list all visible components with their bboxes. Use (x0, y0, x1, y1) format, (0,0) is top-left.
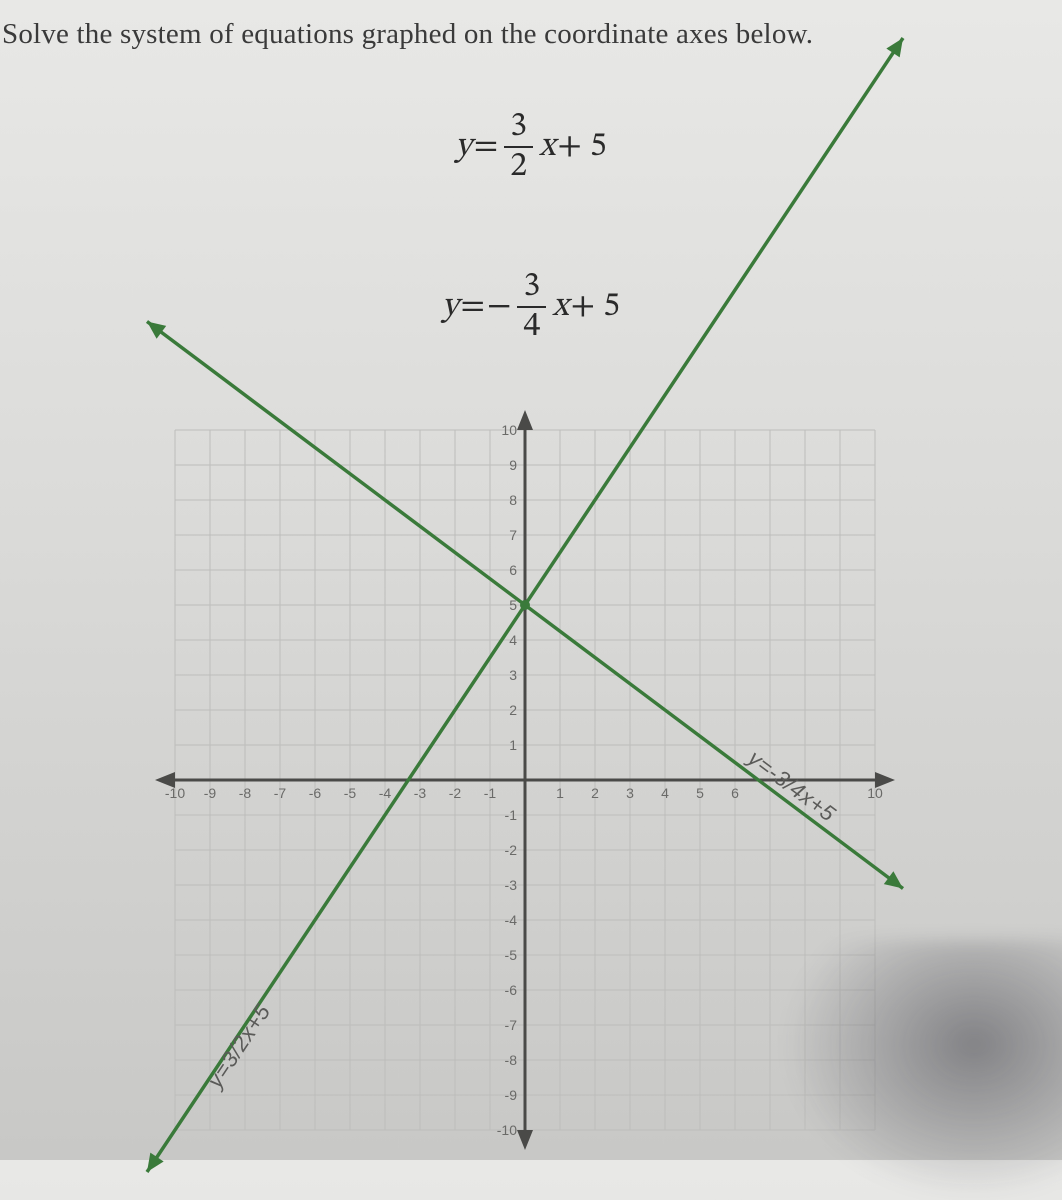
svg-text:7: 7 (509, 527, 517, 543)
svg-text:-4: -4 (379, 785, 392, 801)
svg-text:4: 4 (509, 632, 517, 648)
svg-text:y=-3/4x+5: y=-3/4x+5 (742, 744, 841, 827)
svg-text:10: 10 (501, 422, 517, 438)
svg-text:3: 3 (509, 667, 517, 683)
svg-text:-10: -10 (497, 1122, 517, 1138)
svg-text:1: 1 (556, 785, 564, 801)
svg-text:6: 6 (509, 562, 517, 578)
svg-text:-5: -5 (505, 947, 518, 963)
svg-text:-6: -6 (309, 785, 322, 801)
svg-text:8: 8 (509, 492, 517, 508)
svg-text:-8: -8 (505, 1052, 518, 1068)
svg-text:-7: -7 (505, 1017, 518, 1033)
svg-text:-3: -3 (414, 785, 427, 801)
svg-text:-7: -7 (274, 785, 287, 801)
svg-text:5: 5 (696, 785, 704, 801)
svg-text:3: 3 (626, 785, 634, 801)
svg-text:-9: -9 (204, 785, 217, 801)
svg-text:2: 2 (591, 785, 599, 801)
svg-text:-10: -10 (165, 785, 185, 801)
svg-text:-8: -8 (239, 785, 252, 801)
svg-text:y=3/2x+5: y=3/2x+5 (201, 999, 275, 1093)
equation-1: y = 3 2 x + 5 (0, 110, 1062, 184)
svg-text:-3: -3 (505, 877, 518, 893)
line-labels: y=3/2x+5 y=-3/4x+5 (201, 744, 841, 1094)
svg-text:-2: -2 (449, 785, 462, 801)
svg-text:-1: -1 (505, 807, 518, 823)
problem-prompt: Solve the system of equations graphed on… (0, 18, 1062, 51)
svg-text:-9: -9 (505, 1087, 518, 1103)
svg-text:-1: -1 (484, 785, 497, 801)
svg-text:2: 2 (509, 702, 517, 718)
svg-text:4: 4 (661, 785, 669, 801)
coordinate-graph: -10-9-8-7-6-5-4-3-2-11234561010987654321… (175, 430, 875, 1130)
svg-text:-6: -6 (505, 982, 518, 998)
svg-text:10: 10 (867, 785, 883, 801)
svg-text:-4: -4 (505, 912, 518, 928)
svg-text:9: 9 (509, 457, 517, 473)
svg-text:-2: -2 (505, 842, 518, 858)
svg-text:1: 1 (509, 737, 517, 753)
svg-text:6: 6 (731, 785, 739, 801)
svg-text:-5: -5 (344, 785, 357, 801)
intersection-point (520, 600, 530, 610)
